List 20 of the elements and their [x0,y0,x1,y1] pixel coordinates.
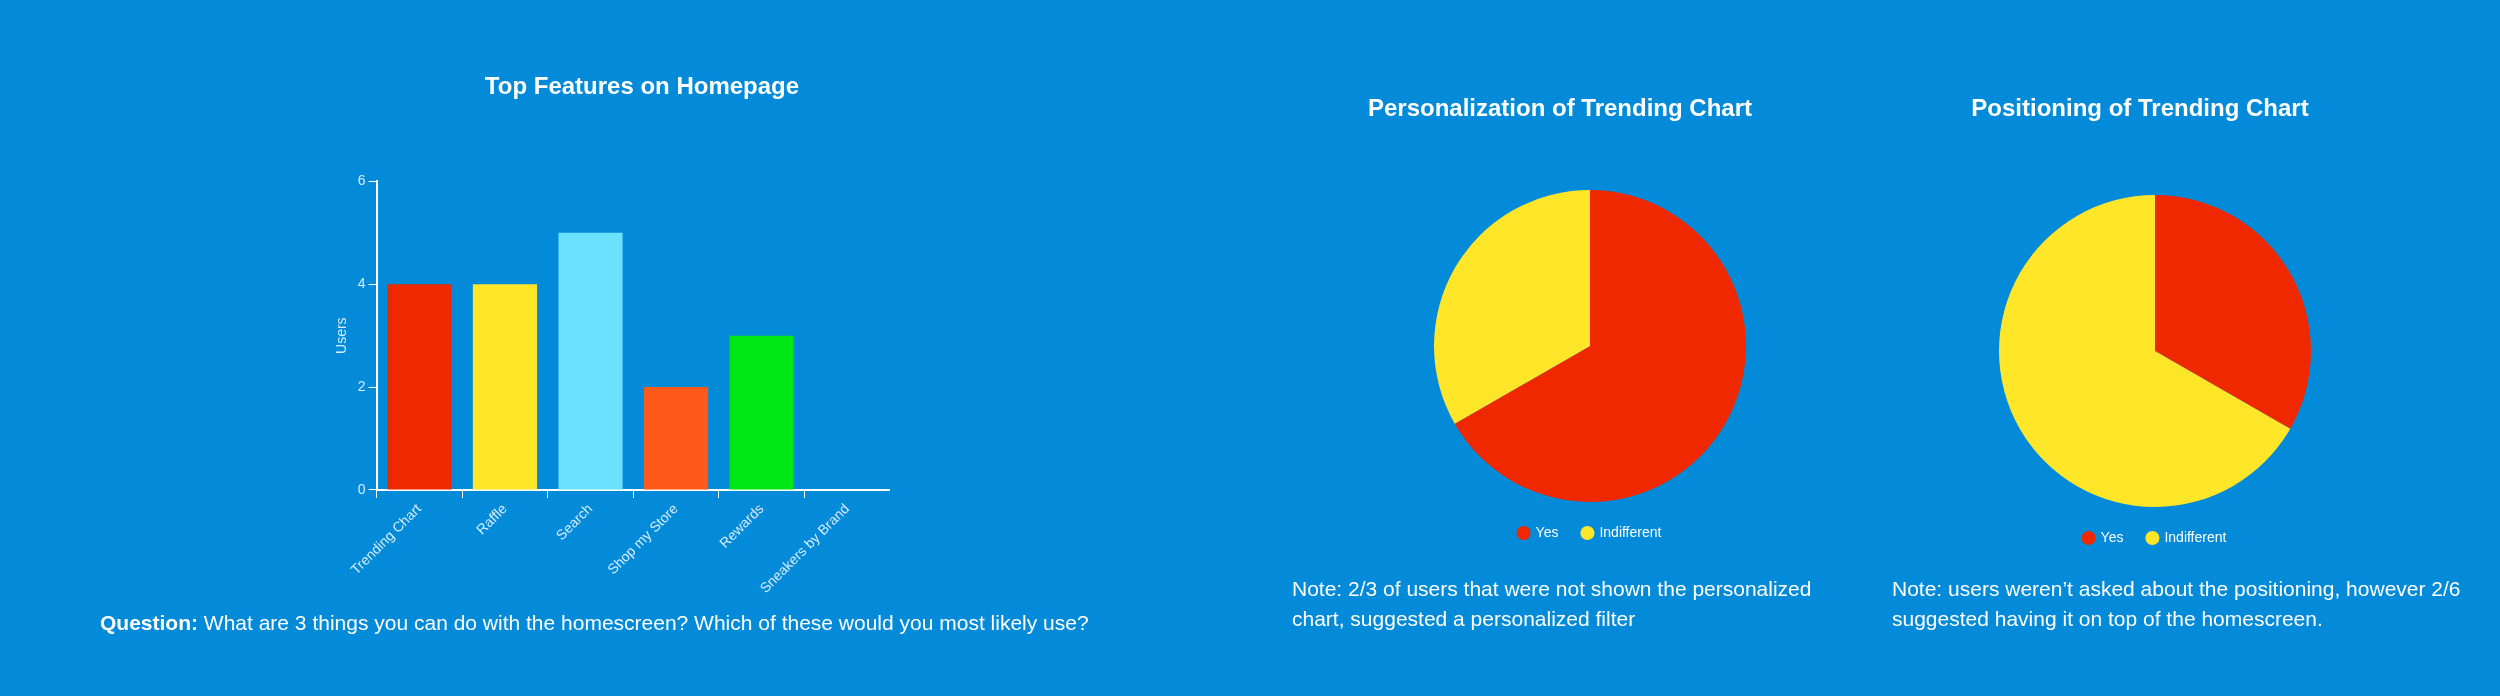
chart-title: Top Features on Homepage [484,72,800,100]
bar [558,232,623,490]
y-axis-title: Users [333,317,350,354]
bar [643,387,709,490]
chart-title: Personalization of Trending Chart [1367,94,1753,122]
y-tick-label: 2 [357,377,366,394]
legend-label: Indifferent [1599,523,1662,540]
text: Question: What are 3 things you can do with the homescreen? Which of these would you most likely use? [100,610,1090,636]
text: Note: users weren’t asked about the positioning, however 2/6 suggested having it on top of the homescreen. [1892,576,2462,632]
y-tick-label: 6 [357,172,366,189]
legend-label: Yes [1535,523,1559,540]
legend-label: Indifferent [2164,528,2227,545]
y-tick-label: 4 [357,275,366,292]
chart-title: Positioning of Trending Chart [1971,94,2309,122]
y-tick-label: 0 [357,480,366,497]
bar [472,284,538,490]
bar [387,284,452,490]
bar [729,335,794,490]
legend-label: Yes [2100,528,2124,545]
text: Note: 2/3 of users that were not shown the personalized chart, suggested a personalized filter [1292,576,1813,632]
